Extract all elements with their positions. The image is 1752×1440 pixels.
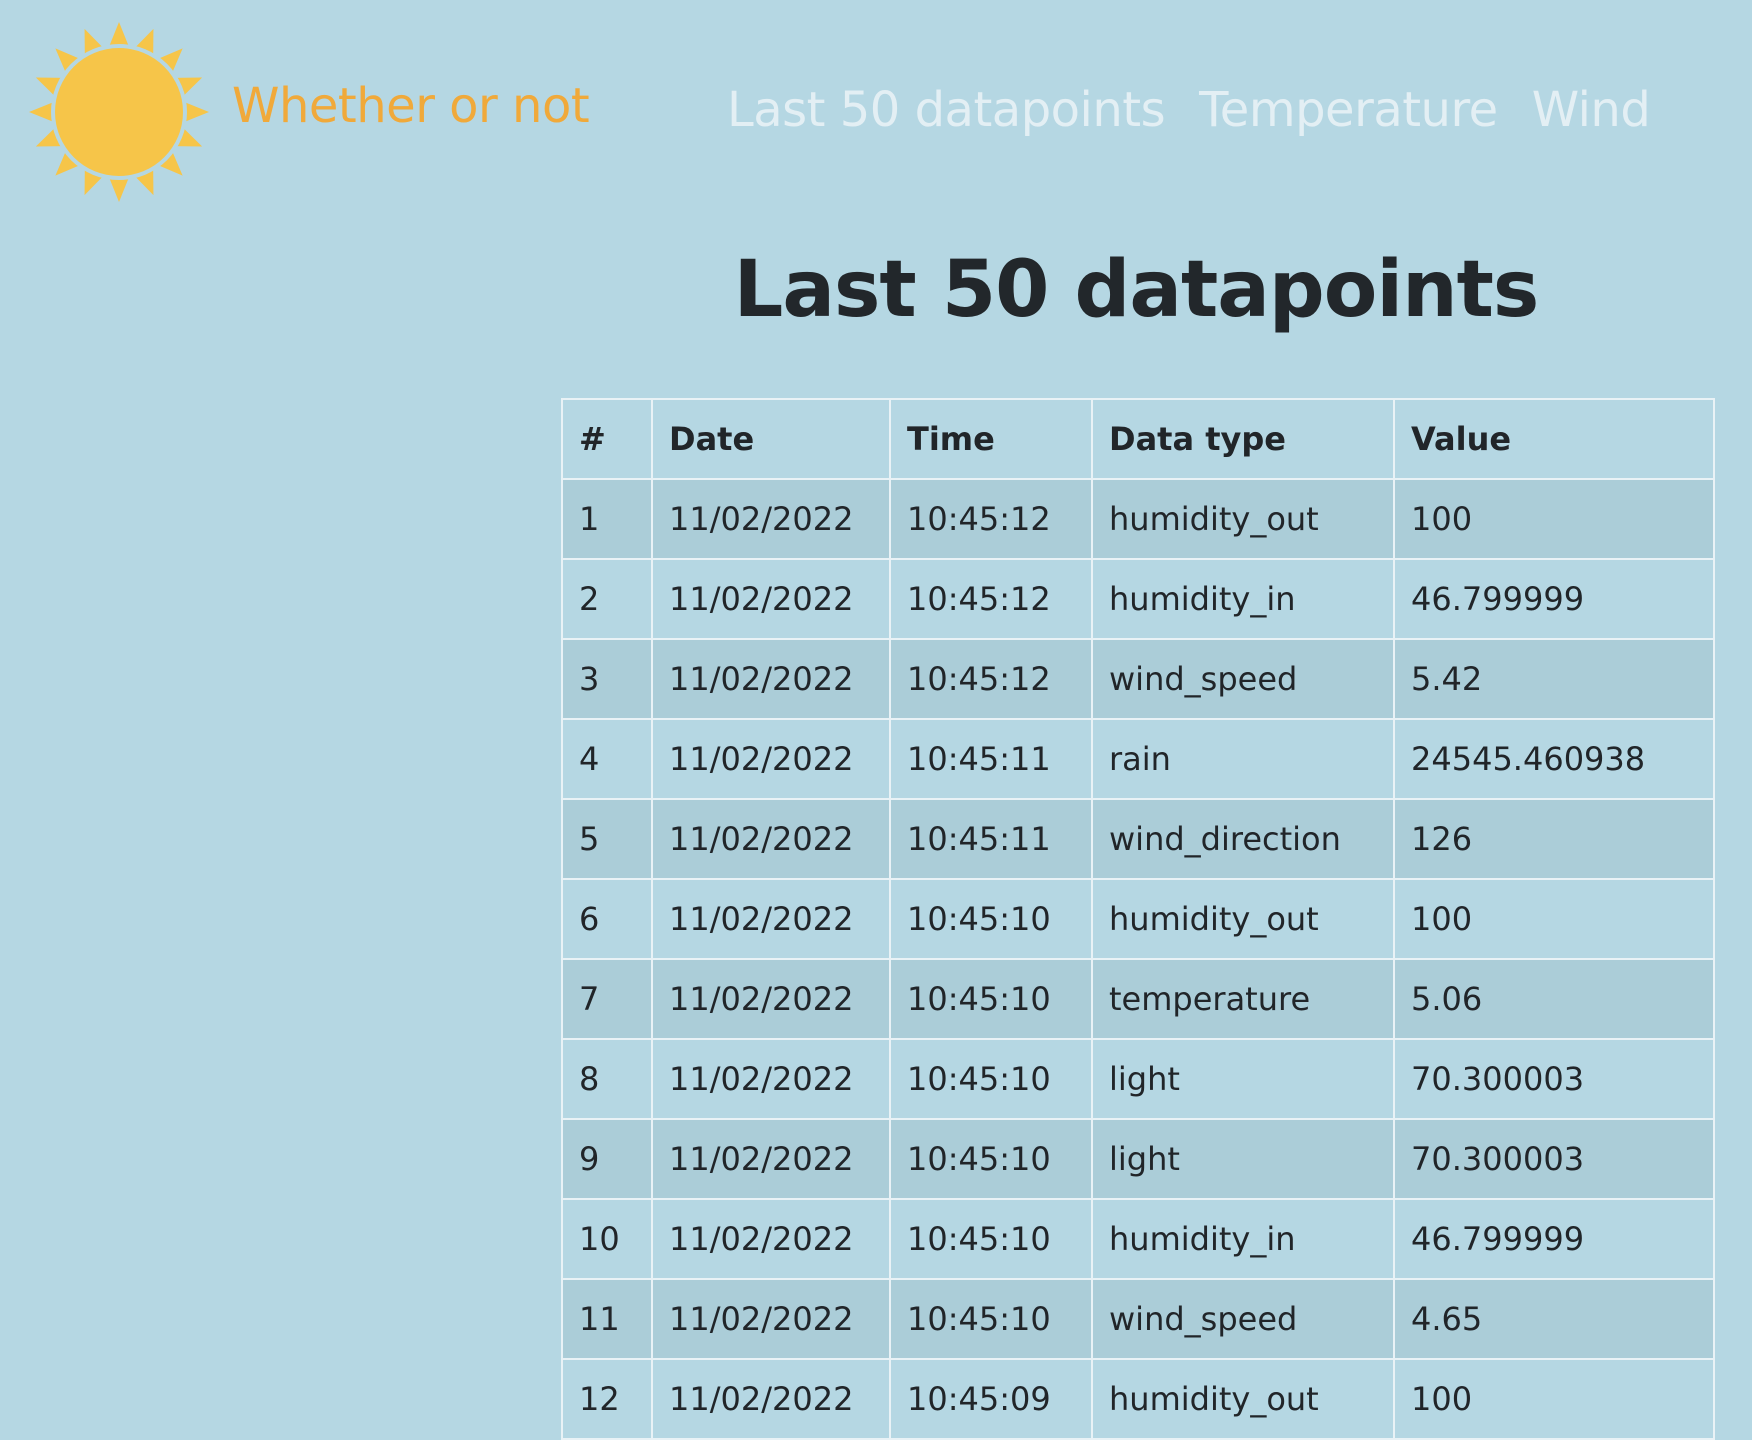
table-row: 8 11/02/2022 10:45:10 light 70.300003 <box>561 1038 1715 1120</box>
cell-time: 10:45:10 <box>889 1038 1093 1120</box>
cell-time: 10:45:10 <box>889 878 1093 960</box>
cell-date: 11/02/2022 <box>651 638 891 720</box>
cell-time: 10:45:10 <box>889 1118 1093 1200</box>
table-body: 1 11/02/2022 10:45:12 humidity_out 100 2 11/02… <box>561 478 1715 1440</box>
cell-data-type: humidity_out <box>1091 478 1395 560</box>
cell-value: 100 <box>1393 478 1715 560</box>
cell-date: 11/02/2022 <box>651 478 891 560</box>
cell-date: 11/02/2022 <box>651 1038 891 1120</box>
cell-number: 1 <box>561 478 653 560</box>
cell-date: 11/02/2022 <box>651 958 891 1040</box>
cell-data-type: wind_direction <box>1091 798 1395 880</box>
main-nav: Last 50 datapoints Temperature Wind <box>727 82 1651 138</box>
cell-value: 4.65 <box>1393 1278 1715 1360</box>
cell-time: 10:45:10 <box>889 1278 1093 1360</box>
cell-date: 11/02/2022 <box>651 878 891 960</box>
cell-time: 10:45:11 <box>889 718 1093 800</box>
cell-number: 9 <box>561 1118 653 1200</box>
sun-logo-icon <box>28 20 210 204</box>
cell-time: 10:45:10 <box>889 1198 1093 1280</box>
column-header-date: Date <box>651 398 891 480</box>
cell-data-type: humidity_in <box>1091 1198 1395 1280</box>
cell-number: 11 <box>561 1278 653 1360</box>
nav-link-wind[interactable]: Wind <box>1531 82 1651 138</box>
cell-date: 11/02/2022 <box>651 1278 891 1360</box>
cell-data-type: temperature <box>1091 958 1395 1040</box>
column-header-number: # <box>561 398 653 480</box>
cell-time: 10:45:12 <box>889 638 1093 720</box>
cell-value: 5.06 <box>1393 958 1715 1040</box>
column-header-data-type: Data type <box>1091 398 1395 480</box>
cell-data-type: rain <box>1091 718 1395 800</box>
cell-data-type: humidity_out <box>1091 878 1395 960</box>
datapoints-table: # Date Time Data type Value 1 11/02/2022 1… <box>561 398 1715 1440</box>
cell-time: 10:45:09 <box>889 1358 1093 1440</box>
cell-date: 11/02/2022 <box>651 558 891 640</box>
cell-time: 10:45:12 <box>889 558 1093 640</box>
page-title: Last 50 datapoints <box>733 245 1540 335</box>
cell-value: 100 <box>1393 1358 1715 1440</box>
table-row: 9 11/02/2022 10:45:10 light 70.300003 <box>561 1118 1715 1200</box>
cell-value: 70.300003 <box>1393 1118 1715 1200</box>
brand-home-link[interactable]: Whether or not <box>28 18 590 206</box>
cell-data-type: humidity_in <box>1091 558 1395 640</box>
cell-number: 3 <box>561 638 653 720</box>
cell-number: 10 <box>561 1198 653 1280</box>
column-header-value: Value <box>1393 398 1715 480</box>
nav-link-last-50-datapoints[interactable]: Last 50 datapoints <box>727 82 1166 138</box>
cell-number: 8 <box>561 1038 653 1120</box>
cell-value: 46.799999 <box>1393 1198 1715 1280</box>
cell-value: 46.799999 <box>1393 558 1715 640</box>
cell-data-type: wind_speed <box>1091 1278 1395 1360</box>
cell-date: 11/02/2022 <box>651 1358 891 1440</box>
table-row: 12 11/02/2022 10:45:09 humidity_out 100 <box>561 1358 1715 1440</box>
cell-date: 11/02/2022 <box>651 798 891 880</box>
cell-value: 126 <box>1393 798 1715 880</box>
table-row: 10 11/02/2022 10:45:10 humidity_in 46.799999 <box>561 1198 1715 1280</box>
nav-link-temperature[interactable]: Temperature <box>1199 82 1498 138</box>
table-row: 4 11/02/2022 10:45:11 rain 24545.460938 <box>561 718 1715 800</box>
cell-number: 5 <box>561 798 653 880</box>
cell-time: 10:45:12 <box>889 478 1093 560</box>
cell-value: 24545.460938 <box>1393 718 1715 800</box>
table-row: 11 11/02/2022 10:45:10 wind_speed 4.65 <box>561 1278 1715 1360</box>
cell-value: 70.300003 <box>1393 1038 1715 1120</box>
cell-time: 10:45:10 <box>889 958 1093 1040</box>
table-row: 7 11/02/2022 10:45:10 temperature 5.06 <box>561 958 1715 1040</box>
cell-number: 2 <box>561 558 653 640</box>
table-row: 3 11/02/2022 10:45:12 wind_speed 5.42 <box>561 638 1715 720</box>
brand-name: Whether or not <box>232 78 590 134</box>
cell-date: 11/02/2022 <box>651 1198 891 1280</box>
cell-value: 100 <box>1393 878 1715 960</box>
cell-time: 10:45:11 <box>889 798 1093 880</box>
cell-date: 11/02/2022 <box>651 718 891 800</box>
cell-number: 6 <box>561 878 653 960</box>
table-row: 6 11/02/2022 10:45:10 humidity_out 100 <box>561 878 1715 960</box>
cell-number: 4 <box>561 718 653 800</box>
cell-data-type: light <box>1091 1038 1395 1120</box>
cell-value: 5.42 <box>1393 638 1715 720</box>
column-header-time: Time <box>889 398 1093 480</box>
cell-data-type: light <box>1091 1118 1395 1200</box>
table-row: 2 11/02/2022 10:45:12 humidity_in 46.799999 <box>561 558 1715 640</box>
cell-data-type: humidity_out <box>1091 1358 1395 1440</box>
table-row: 1 11/02/2022 10:45:12 humidity_out 100 <box>561 478 1715 560</box>
cell-date: 11/02/2022 <box>651 1118 891 1200</box>
table-header-row: # Date Time Data type Value <box>561 398 1715 480</box>
cell-data-type: wind_speed <box>1091 638 1395 720</box>
cell-number: 7 <box>561 958 653 1040</box>
cell-number: 12 <box>561 1358 653 1440</box>
table-row: 5 11/02/2022 10:45:11 wind_direction 126 <box>561 798 1715 880</box>
datapoints-table-container: # Date Time Data type Value 1 11/02/2022 1… <box>561 398 1715 1440</box>
